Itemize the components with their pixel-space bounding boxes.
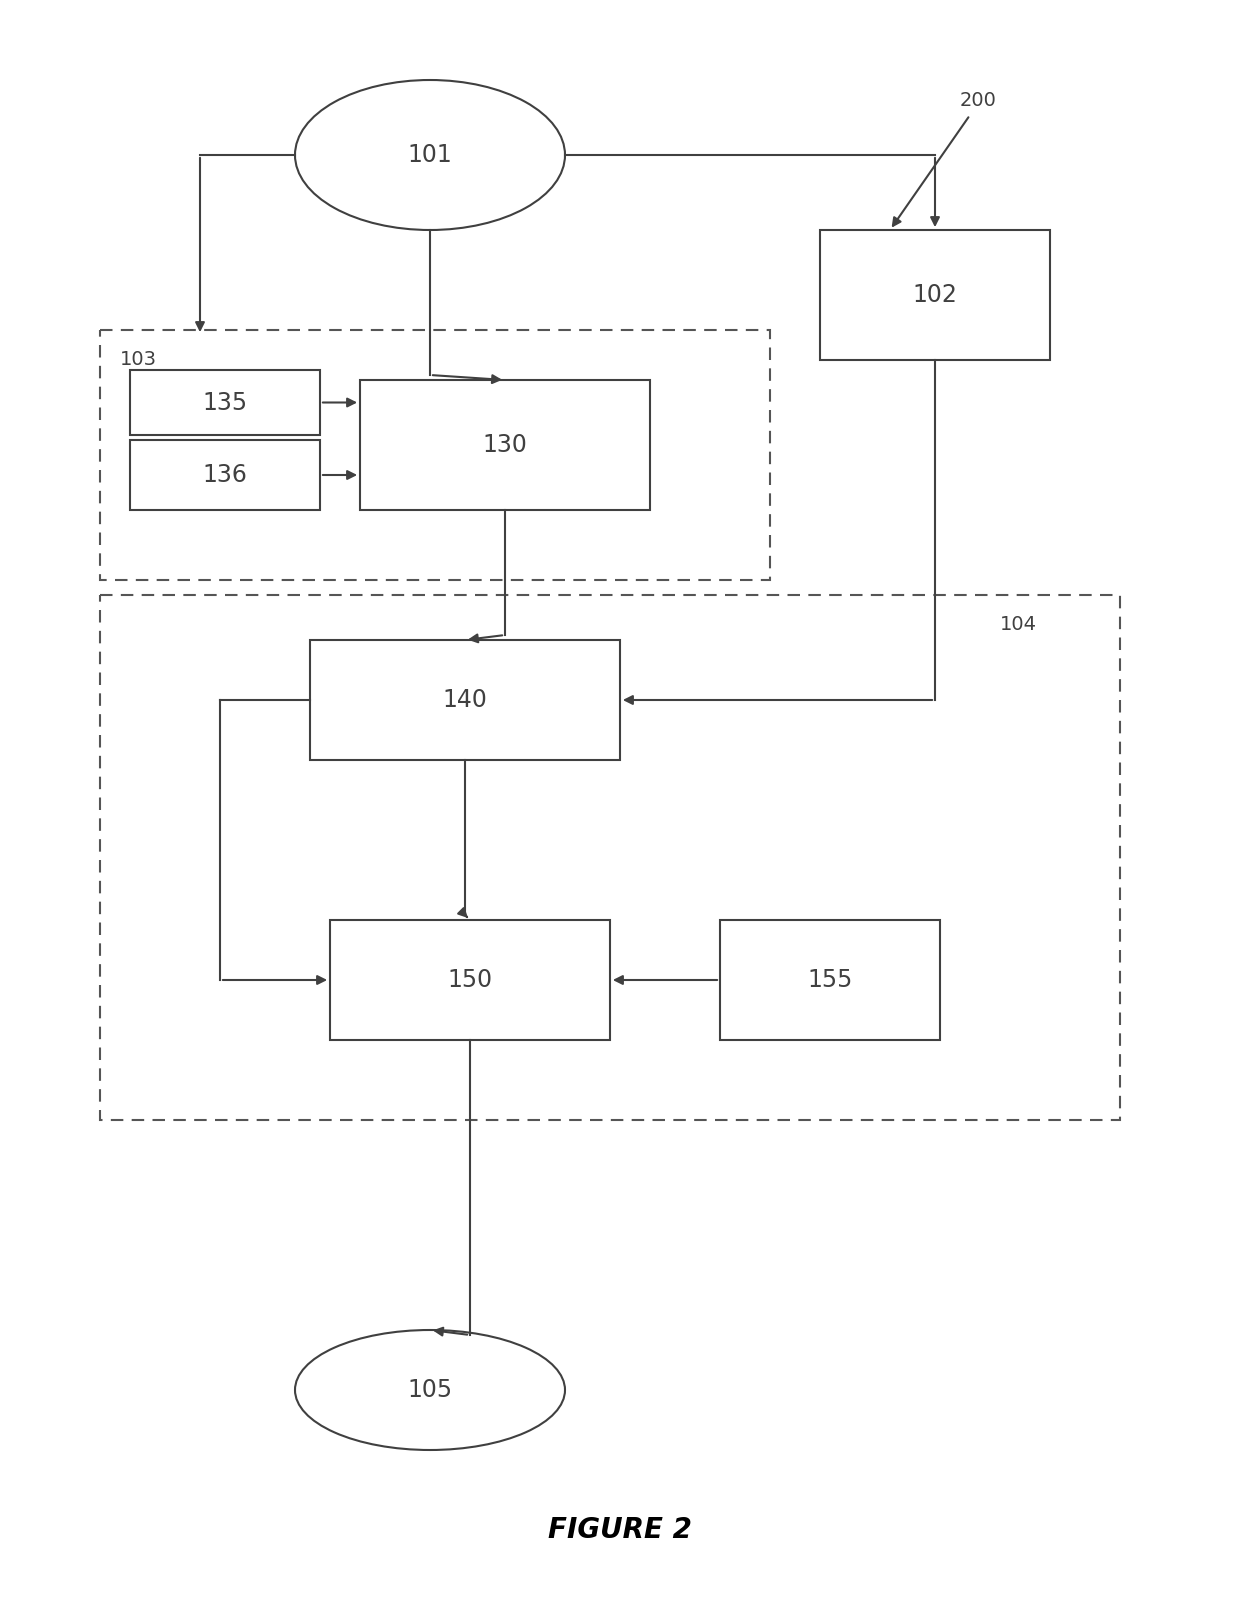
Text: 140: 140: [443, 688, 487, 712]
Text: 136: 136: [202, 463, 248, 487]
Text: 101: 101: [408, 143, 453, 167]
Text: 102: 102: [913, 282, 957, 307]
Bar: [310, 639, 620, 760]
Text: 155: 155: [807, 967, 853, 992]
Bar: [100, 596, 1120, 1120]
Bar: [360, 380, 650, 510]
Text: 200: 200: [960, 91, 997, 109]
Text: 105: 105: [408, 1378, 453, 1402]
Bar: [100, 329, 770, 579]
Text: 104: 104: [999, 615, 1037, 635]
Bar: [130, 370, 320, 435]
Bar: [720, 920, 940, 1040]
Text: 150: 150: [448, 967, 492, 992]
Bar: [130, 440, 320, 510]
Text: 135: 135: [202, 391, 248, 414]
Text: FIGURE 2: FIGURE 2: [548, 1516, 692, 1543]
Bar: [820, 230, 1050, 360]
Bar: [330, 920, 610, 1040]
Text: 130: 130: [482, 433, 527, 458]
Text: 103: 103: [120, 351, 157, 368]
